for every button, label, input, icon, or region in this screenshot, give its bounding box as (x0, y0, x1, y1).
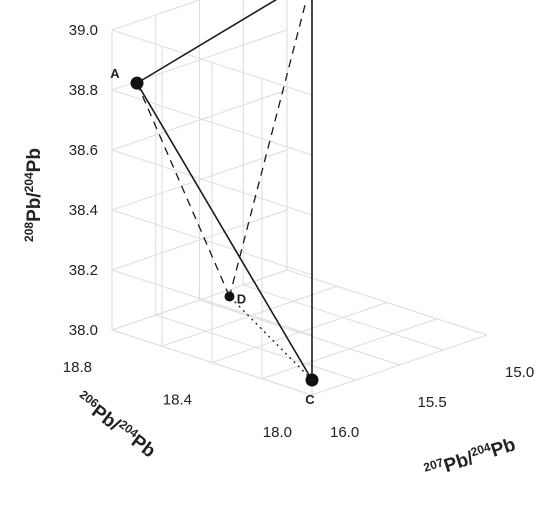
gridline (111, 0, 202, 31)
gridline (261, 318, 438, 380)
gridline (161, 285, 338, 347)
point-label-C: C (305, 392, 315, 407)
z-tick-label: 38.2 (69, 262, 98, 279)
point-D (224, 291, 235, 302)
z-tick-label: 38.4 (69, 202, 98, 219)
tick-labels: 38.0 38.2 38.4 38.6 38.8 39.0 18.0 18.4 18.8 16.0… (63, 22, 534, 441)
y-tick-label: 15.0 (505, 364, 534, 381)
gridline (211, 302, 388, 363)
edge-CD (229, 296, 313, 381)
x-tick-label: 18.0 (263, 424, 292, 441)
point-label-A: A (110, 66, 120, 81)
edge-AD (136, 82, 231, 297)
edge-AB (136, 0, 278, 84)
x-tick-label: 18.4 (163, 392, 192, 409)
gridline (311, 334, 488, 396)
x-axis-label: 206Pb/204Pb (71, 387, 160, 462)
x-tick-label: 18.8 (63, 359, 92, 376)
point-C (305, 373, 319, 387)
y-axis-label: 207Pb/204Pb (422, 432, 518, 483)
edge-AC (136, 82, 313, 381)
point-A (130, 76, 144, 90)
y-tick-label: 15.5 (418, 394, 447, 411)
tetrahedron-edges (136, 0, 313, 381)
data-points: ABCD (110, 66, 319, 407)
grid (111, 0, 488, 396)
z-tick-label: 39.0 (69, 22, 98, 39)
y-tick-label: 16.0 (330, 424, 359, 441)
z-axis-label: 208Pb/204Pb (22, 148, 45, 242)
gridline (111, 269, 288, 331)
z-tick-label: 38.8 (69, 82, 98, 99)
z-tick-label: 38.6 (69, 142, 98, 159)
z-tick-label: 38.0 (69, 322, 98, 339)
point-label-D: D (237, 292, 246, 307)
